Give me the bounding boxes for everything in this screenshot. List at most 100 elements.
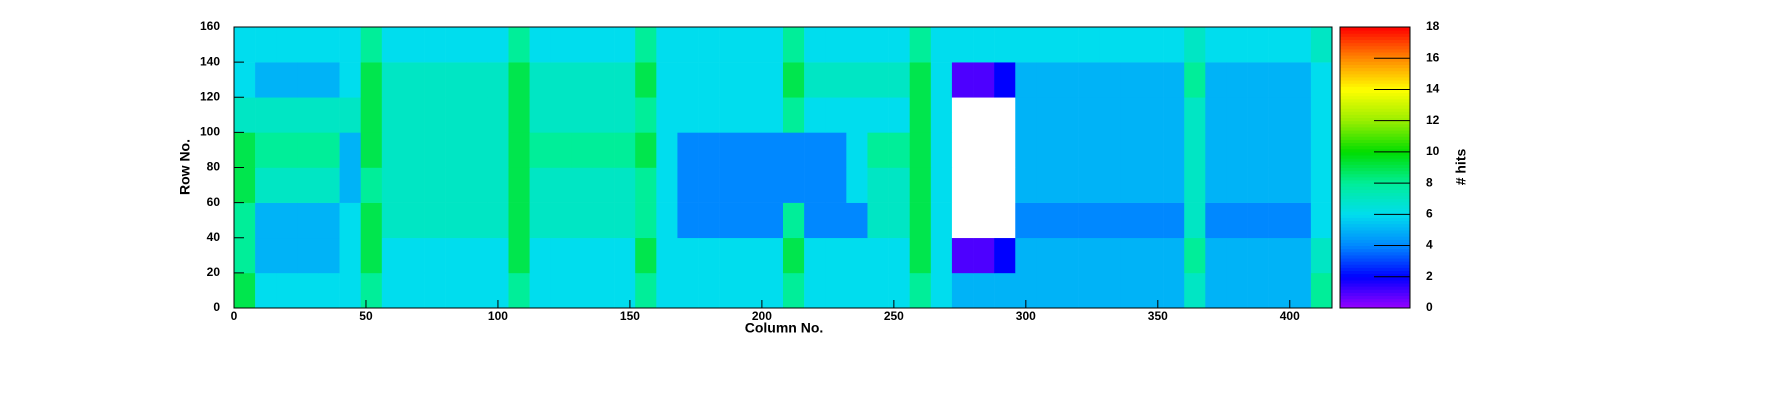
heatmap-cell (635, 27, 657, 63)
colorbar-step (1340, 179, 1410, 184)
heatmap-cell (1205, 27, 1227, 63)
heatmap-cell (656, 132, 678, 168)
heatmap-cell (592, 202, 615, 239)
heatmap-cell (1120, 27, 1143, 63)
heatmap-cell (424, 62, 446, 98)
colorbar-step (1340, 233, 1410, 237)
heatmap-cell (994, 97, 1016, 133)
heatmap-cell (909, 97, 932, 133)
heatmap-cell (1247, 132, 1269, 168)
colorbar-step (1340, 173, 1410, 178)
heatmap-cell (381, 272, 404, 309)
heatmap-cell (825, 272, 847, 309)
colorbar-step (1340, 186, 1410, 190)
heatmap-cell (1120, 132, 1143, 168)
heatmap-cell (930, 97, 953, 133)
heatmap-cell (761, 202, 784, 239)
heatmap-cell (719, 202, 742, 239)
y-tick-label: 60 (207, 195, 221, 209)
colorbar-title: # hits (1453, 149, 1469, 186)
x-axis-title: Column No. (745, 320, 824, 336)
heatmap-cell (1036, 97, 1058, 133)
heatmap-cell (614, 97, 636, 133)
heatmap-cell (529, 237, 552, 274)
heatmap-cell (1141, 167, 1164, 203)
heatmap-cell (677, 237, 699, 274)
heatmap-cell (466, 27, 488, 63)
y-tick-label: 80 (207, 160, 221, 174)
heatmap-cell (1120, 97, 1143, 133)
heatmap-cell (360, 132, 383, 168)
heatmap-cell (1184, 202, 1206, 239)
colorbar-tick-label: 14 (1426, 82, 1440, 96)
heatmap-cell (297, 237, 319, 274)
heatmap-cell (276, 167, 298, 203)
heatmap-cell (804, 62, 826, 98)
heatmap-cell (1036, 62, 1058, 98)
heatmap-cell (656, 237, 678, 274)
colorbar-step (1340, 111, 1410, 115)
heatmap-cell (508, 272, 530, 309)
heatmap-cell (1141, 202, 1164, 239)
heatmap-cell (846, 97, 868, 133)
heatmap-cell (888, 167, 910, 203)
x-tick-label: 0 (231, 309, 238, 323)
heatmap-cell (1289, 167, 1312, 203)
heatmap-cell (656, 272, 678, 309)
heatmap-cell (761, 27, 784, 63)
colorbar-step (1340, 270, 1410, 275)
colorbar-step (1340, 55, 1410, 59)
heatmap-cell (888, 27, 910, 63)
heatmap-cell (487, 237, 509, 274)
heatmap-cell (592, 62, 615, 98)
heatmap-cell (529, 62, 552, 98)
x-tick-label: 300 (1016, 309, 1036, 323)
heatmap-cell (1163, 62, 1185, 98)
colorbar-step (1340, 161, 1410, 165)
heatmap-cell (698, 27, 720, 63)
heatmap-cell (973, 202, 995, 239)
colorbar-step (1340, 89, 1410, 94)
heatmap-cell (804, 272, 826, 309)
heatmap-cell (1015, 237, 1037, 274)
heatmap-cell (550, 27, 573, 63)
heatmap-cell (930, 272, 953, 309)
y-tick-label: 120 (200, 89, 220, 103)
heatmap-cell (825, 202, 847, 239)
heatmap-cell (1247, 62, 1269, 98)
heatmap-cell (614, 272, 636, 309)
heatmap-cell (888, 132, 910, 168)
heatmap-cell (951, 97, 974, 133)
heatmap-cell (1015, 27, 1037, 63)
y-axis-title: Row No. (177, 139, 193, 195)
colorbar-step (1340, 254, 1410, 259)
heatmap-cell (698, 62, 720, 98)
heatmap-cell (825, 167, 847, 203)
heatmap-cell (360, 272, 383, 309)
heatmap-cell (402, 132, 425, 168)
heatmap-cell (867, 202, 889, 239)
heatmap-cell (571, 97, 594, 133)
heatmap-cell (255, 62, 277, 98)
heatmap-cell (487, 272, 509, 309)
heatmap-cell (424, 237, 446, 274)
heatmap-cell (804, 132, 826, 168)
y-tick-label: 140 (200, 54, 220, 68)
heatmap-cell (951, 272, 974, 309)
heatmap-cell (381, 27, 404, 63)
heatmap-cell (1268, 97, 1291, 133)
heatmap-cell (1015, 167, 1037, 203)
heatmap-cell (909, 237, 932, 274)
heatmap-cell (234, 97, 256, 133)
heatmap-cell (592, 97, 615, 133)
heatmap-cell (825, 237, 847, 274)
heatmap-cell (276, 62, 298, 98)
heatmap-cell (592, 167, 615, 203)
heatmap-cell (1036, 272, 1058, 309)
heatmap-cell (825, 97, 847, 133)
heatmap-cell (1099, 62, 1122, 98)
colorbar-step (1340, 226, 1410, 231)
heatmap-cell (761, 237, 784, 274)
heatmap-cell (276, 272, 298, 309)
heatmap-cell (234, 132, 256, 168)
